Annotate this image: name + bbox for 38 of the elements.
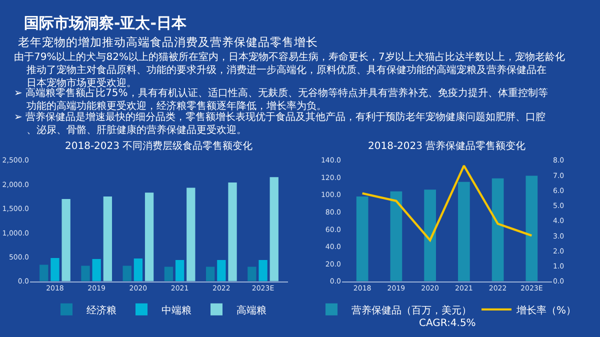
bar xyxy=(62,198,70,282)
bar xyxy=(228,182,237,282)
bar xyxy=(92,258,101,282)
bar xyxy=(50,258,60,282)
bar xyxy=(122,266,132,282)
bar xyxy=(40,264,48,282)
text: CAGR:4.5% xyxy=(419,318,476,329)
bar xyxy=(103,196,112,282)
bar xyxy=(390,191,402,282)
bar xyxy=(258,260,268,282)
bar xyxy=(217,260,226,282)
legend-label: 增长率（%） xyxy=(516,304,576,316)
bar xyxy=(144,192,154,282)
legend-label: 中端粮 xyxy=(162,304,192,316)
chart-title: 2018-2023 营养保健品零售额变化 xyxy=(368,140,526,152)
bar xyxy=(164,266,174,282)
bar xyxy=(186,188,196,282)
bar xyxy=(175,260,184,282)
bar xyxy=(134,258,143,282)
line-series xyxy=(361,164,533,242)
chart-title: 2018-2023 不同消费层级食品零售额变化 xyxy=(65,140,253,152)
legend-label: 高端粮 xyxy=(236,304,266,316)
bar xyxy=(81,266,90,282)
bar xyxy=(248,266,256,282)
legend-label: 经济粮 xyxy=(86,304,116,316)
bar xyxy=(492,178,504,282)
text: 老年宠物的增加推动高端食品消费及营养保健品零售增长 xyxy=(18,35,318,49)
text: 由于79%以上的犬与82%以上的猫被所在室内，日本宠物不容易生病，寿命更长，7岁以上犬猫占比达半数以上，宠物老龄化推动了宠物主对食品原料、功能的要求升级，消费进一步高端化，原料优质、具有保健功能的高端宠粮及营养保健品在日本宠物市场更受欢迎。 xyxy=(14,51,565,89)
bar xyxy=(356,196,368,282)
text: ➢ 营养保健品是增速最快的细分品类，零售额增长表现优于食品及其他产品，有利于预防老年宠物健康问题如肥胖、口腔、泌尿、骨骼、肝脏健康的营养保健品更受欢迎。 xyxy=(14,111,546,136)
text: 国际市场洞察-亚太-日本 xyxy=(24,14,188,32)
bar xyxy=(424,190,436,282)
text: ➢ 高端粮零售额占比75%，具有有机认证、适口性高、无麸质、无谷物等特点并具有营养补充、免疫力提升、体重控制等功能的高端功能粮更受欢迎，经济粮零售额逐年降低，增长率为负。 xyxy=(14,87,548,112)
text: 营养保健品（百万，美元） xyxy=(352,304,472,316)
bar xyxy=(206,266,215,282)
bar xyxy=(458,182,470,282)
bar xyxy=(270,177,278,282)
bar xyxy=(526,176,538,282)
